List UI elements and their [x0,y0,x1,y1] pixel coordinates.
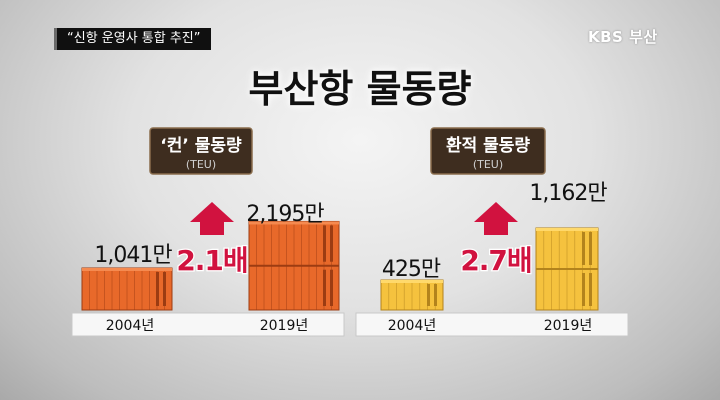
ratio-label: 2.1배 [176,244,247,277]
value-label-2019: 2,195만 [246,202,324,227]
chart-title: 환적 물동량 [446,136,530,156]
chart-title-badge: 환적 물동량 (TEU) [430,127,546,175]
chart-transshipment-volume: 환적 물동량 (TEU) 2.7배 425만 1,162만 2004년 2019… [355,127,629,337]
chart-container-volume: ‘컨’ 물동량 (TEU) 2.1배 1,041만 2,195만 2004년 2… [71,127,345,337]
bars-group [81,220,340,311]
page-title: 부산항 물동량 [248,67,472,111]
x-label-2019: 2019년 [544,318,593,334]
news-caption: “신항 운영사 통합 추진” [54,28,211,50]
bar-2019년 [535,227,599,311]
value-label-2019: 1,162만 [529,181,607,206]
increase-arrow: 2.1배 [175,202,250,278]
x-label-2004: 2004년 [106,318,155,334]
chart-unit: (TEU) [186,158,216,171]
chart-title-badge: ‘컨’ 물동량 (TEU) [149,127,253,175]
baseline-platform [71,312,345,337]
chart-title: ‘컨’ 물동량 [160,136,242,156]
value-label-2004: 425만 [382,257,441,282]
increase-arrow: 2.7배 [459,202,534,278]
bar-2004년 [81,267,173,311]
bar-2019년 [248,220,340,311]
bars-group [380,227,599,311]
bar-2004년 [380,279,444,311]
broadcaster-logo: KBS 부산 [588,28,658,46]
x-label-2019: 2019년 [260,318,309,334]
chart-unit: (TEU) [473,158,503,171]
ratio-label: 2.7배 [460,244,531,277]
baseline-platform [355,312,629,337]
value-label-2004: 1,041만 [94,243,172,268]
x-label-2004: 2004년 [388,318,437,334]
